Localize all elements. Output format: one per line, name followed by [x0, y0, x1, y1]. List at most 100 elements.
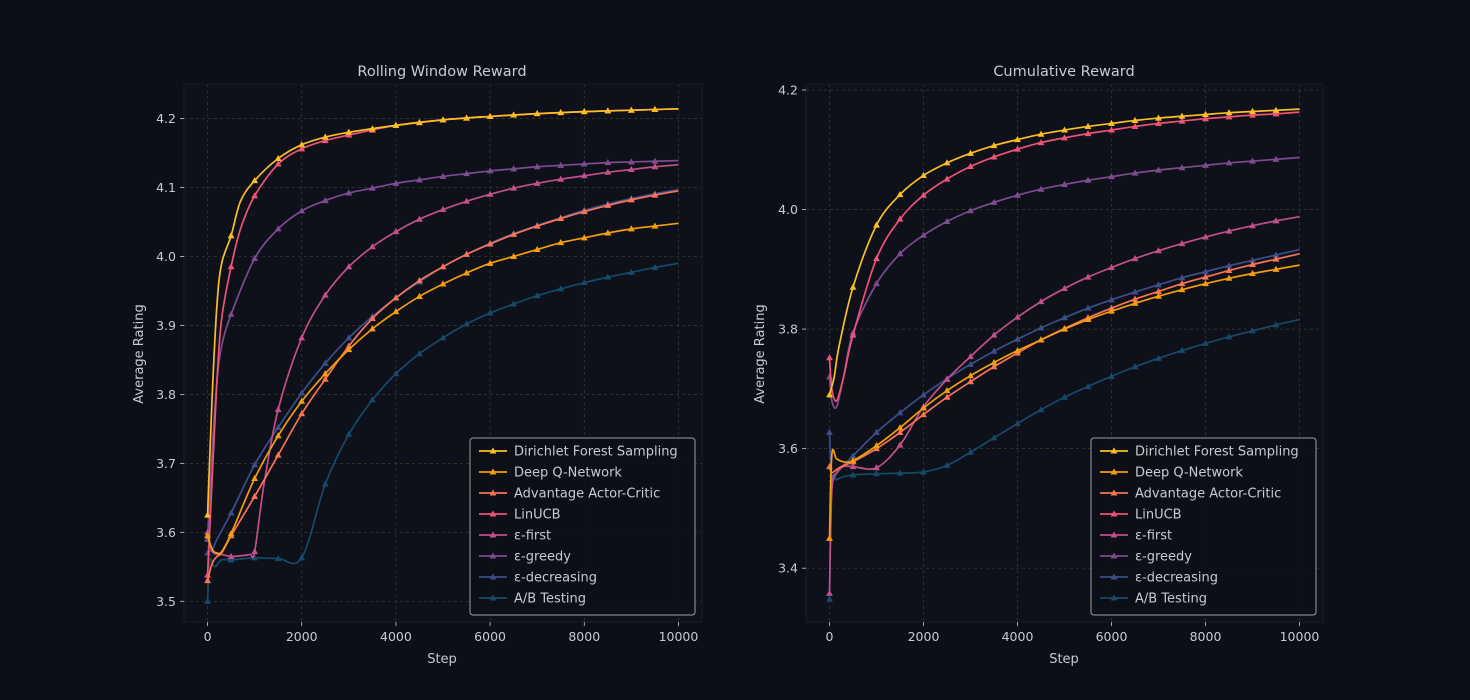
legend-swatch-marker — [489, 531, 497, 538]
legend-swatch-marker — [489, 468, 497, 475]
data-point-marker — [1272, 251, 1280, 258]
data-point-marker — [896, 441, 904, 448]
data-point-marker — [321, 480, 329, 487]
data-point-marker — [1202, 115, 1209, 122]
data-point-marker — [1014, 335, 1021, 342]
legend: Dirichlet Forest Sampling Deep Q-Network A… — [469, 437, 696, 616]
legend-label: ε-first — [1135, 529, 1172, 544]
data-point-marker — [990, 141, 998, 149]
data-point-marker — [873, 254, 880, 262]
legend-item: A/B Testing — [1100, 592, 1207, 607]
x-tick-label: 2000 — [286, 629, 318, 644]
data-point-marker — [463, 250, 470, 257]
data-point-marker — [1061, 284, 1068, 291]
data-point-marker — [1155, 247, 1162, 254]
data-point-marker — [298, 207, 306, 214]
legend-label: ε-first — [514, 529, 551, 544]
data-point-marker — [849, 331, 857, 338]
data-point-marker — [1202, 110, 1209, 118]
y-tick-label: 3.6 — [156, 525, 176, 540]
data-point-marker — [1037, 297, 1045, 305]
chart-title: Rolling Window Reward — [357, 64, 526, 80]
legend-swatch-marker — [489, 573, 497, 580]
legend-item: ε-first — [479, 529, 551, 544]
series-layer — [826, 106, 1300, 602]
data-point-marker — [943, 159, 951, 166]
data-point-marker — [990, 198, 998, 205]
y-tick-label: 4.1 — [156, 180, 176, 195]
data-point-marker — [533, 245, 541, 253]
data-point-marker — [321, 370, 329, 377]
data-point-marker — [580, 234, 588, 241]
series-Deep Q-Network — [204, 222, 679, 555]
legend-label: Dirichlet Forest Sampling — [1135, 445, 1299, 460]
data-point-marker — [1131, 254, 1139, 262]
data-point-marker — [274, 423, 282, 431]
legend-swatch-marker — [489, 447, 497, 454]
data-point-marker — [651, 163, 659, 170]
x-tick-label: 8000 — [568, 629, 600, 644]
data-point-marker — [1225, 333, 1233, 340]
data-point-marker — [274, 225, 282, 232]
data-point-marker — [463, 269, 470, 276]
legend-swatch-marker — [1110, 489, 1118, 496]
data-point-marker — [321, 375, 329, 382]
data-point-marker — [873, 464, 880, 471]
chart-title: Cumulative Reward — [993, 64, 1134, 80]
data-point-marker — [967, 207, 974, 214]
data-point-marker — [486, 167, 494, 174]
y-axis-label: Average Rating — [132, 304, 147, 403]
data-point-marker — [1249, 107, 1256, 115]
data-point-marker — [1155, 292, 1162, 299]
legend-swatch-marker — [1110, 447, 1118, 454]
x-axis-label: Step — [1049, 652, 1079, 667]
data-point-marker — [274, 154, 282, 162]
data-point-marker — [1178, 347, 1186, 354]
data-point-marker — [1084, 130, 1092, 137]
legend-item: ε-decreasing — [1100, 571, 1218, 586]
data-point-marker — [392, 121, 400, 128]
data-point-marker — [896, 424, 904, 431]
rolling-window-reward-panel: Rolling Window Reward Step Average Ratin… — [132, 64, 703, 667]
data-point-marker — [1108, 372, 1115, 379]
data-point-marker — [1178, 274, 1186, 281]
data-point-marker — [627, 158, 635, 165]
legend-swatch-marker — [489, 510, 497, 517]
legend-label: LinUCB — [514, 508, 561, 523]
y-tick-label: 4.2 — [778, 82, 798, 97]
data-point-marker — [990, 153, 998, 160]
data-point-marker — [896, 190, 904, 198]
data-point-marker — [1084, 176, 1092, 183]
data-point-marker — [416, 292, 423, 299]
x-tick-label: 0 — [826, 629, 834, 644]
data-point-marker — [1014, 347, 1021, 354]
data-point-marker — [1155, 114, 1162, 121]
data-point-marker — [651, 222, 659, 229]
data-point-marker — [920, 404, 927, 411]
data-point-marker — [1084, 304, 1092, 311]
data-point-marker — [274, 554, 282, 562]
y-tick-label: 3.6 — [778, 441, 798, 456]
data-point-marker — [368, 314, 376, 322]
data-point-marker — [651, 263, 659, 270]
data-point-marker — [557, 239, 565, 246]
legend-label: Advantage Actor-Critic — [514, 487, 660, 502]
data-point-marker — [604, 107, 612, 114]
data-point-marker — [298, 410, 306, 417]
data-point-marker — [873, 280, 880, 287]
data-point-marker — [1014, 313, 1021, 320]
legend-swatch-marker — [489, 489, 497, 496]
x-tick-label: 0 — [204, 629, 212, 644]
x-axis-label: Step — [427, 652, 457, 667]
legend-item: ε-first — [1100, 529, 1172, 544]
data-point-marker — [1202, 273, 1209, 280]
series-A/B Testing — [204, 262, 679, 604]
data-point-marker — [1037, 138, 1045, 146]
data-point-marker — [873, 442, 880, 449]
data-point-marker — [627, 106, 635, 113]
data-point-marker — [1272, 255, 1280, 262]
series-layer — [204, 105, 679, 604]
y-tick-label: 3.4 — [778, 561, 798, 576]
data-point-marker — [920, 391, 927, 398]
